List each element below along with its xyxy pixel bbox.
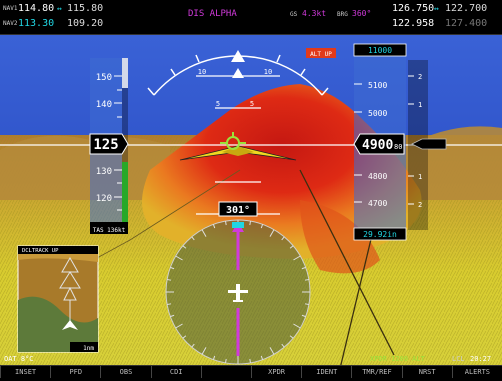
altitude-alert: ALT UP [310,51,332,58]
com1-active-freq[interactable]: 126.750 [392,3,435,14]
softkey-alerts[interactable]: ALERTS [451,366,502,378]
terrain-warning-hill [142,84,422,259]
altitude-tick-label: 5100 [368,81,387,90]
com2-standby-freq[interactable]: 127.400 [445,18,488,29]
softkey-cdi[interactable]: CDI [150,366,201,378]
vsi-tick-label: 2 [418,73,422,81]
flight-plan-leg: DIS ALPHA [188,9,237,19]
softkey-tmr-ref[interactable]: TMR/REF [351,366,401,378]
com1-standby-freq[interactable]: 122.700 [445,3,488,14]
pitch-label: 10 [198,68,206,76]
softkey-nrst[interactable]: NRST [401,366,452,378]
nav1-active-freq[interactable]: 114.80 [18,3,55,14]
heading-readout: 301° [226,205,250,216]
roll-pointer [231,50,245,62]
xpdr-readout: XPDR 1200 ALT [370,355,425,363]
pitch-label: 5 [216,100,220,108]
softkey-blank[interactable] [200,366,251,378]
nav1-swap-icon: ↔ [57,4,62,13]
altitude-current-small: 80 [394,143,402,151]
flight-path-marker [220,132,246,150]
vsi-tick-label: 1 [418,173,422,181]
softkey-inset[interactable]: INSET [0,366,50,378]
brg-value: 360° [352,9,372,18]
gs-label: GS [290,11,298,18]
com2-active-freq[interactable]: 122.958 [392,18,435,29]
clock-readout: 20:27 [470,355,492,363]
aircraft-symbol [179,145,297,161]
nav-com-bar: NAV1 114.80 ↔ 115.80 NAV2 113.30 109.20 … [0,0,502,35]
heading-bug [232,222,244,228]
altitude-tick-label: 4700 [368,199,387,208]
nav1-standby-freq[interactable]: 115.80 [67,3,104,14]
altitude-tick-label: 4800 [368,172,387,181]
inset-map-scale: 1nm [83,345,94,352]
hsi-aircraft-icon [228,284,248,302]
com1-swap-icon: ↔ [434,4,439,13]
selected-altitude: 11000 [368,46,392,55]
softkey-pfd[interactable]: PFD [50,366,100,378]
airspeed-tick-label: 150 [96,73,112,83]
altitude-tick-label: 5000 [368,109,387,118]
nav2-label: NAV2 [3,20,18,27]
airspeed-readout-box [89,133,129,155]
heading-readout-box [218,201,258,217]
altitude-readout-box [353,133,405,155]
road [299,169,395,356]
tas-readout: TAS 136kt [93,227,126,234]
airspeed-current: 125 [93,137,118,153]
vsi-pointer [411,138,447,150]
pitch-label: 10 [264,68,272,76]
airspeed-green-band [122,162,128,234]
brg-label: BRG [337,11,348,18]
airspeed-tick-label: 140 [96,100,112,110]
lcl-label: LCL [452,355,465,363]
inset-map-label: DCLTRACK UP [22,248,59,254]
nav1-label: NAV1 [3,5,18,12]
altitude-current: 4900 [362,138,393,153]
nav2-standby-freq[interactable]: 109.20 [67,18,104,29]
oat-readout: OAT 8°C [4,355,34,363]
baro-setting: 29.92in [363,230,397,239]
gs-value: 4.3kt [302,9,327,18]
pitch-label: 5 [250,100,254,108]
airspeed-tick-label: 120 [96,194,112,204]
vsi-tick-label: 1 [418,101,422,109]
softkey-ident[interactable]: IDENT [301,366,351,378]
inset-map-aircraft-icon [62,320,78,330]
airspeed-tick-label: 130 [96,167,112,177]
vsi-tick-label: 2 [418,201,422,209]
softkey-bar: INSET PFD OBS CDI XPDR IDENT TMR/REF NRST ALERTS [0,365,502,378]
softkey-xpdr[interactable]: XPDR [251,366,301,378]
softkey-obs[interactable]: OBS [100,366,150,378]
nav2-active-freq[interactable]: 113.30 [18,18,55,29]
